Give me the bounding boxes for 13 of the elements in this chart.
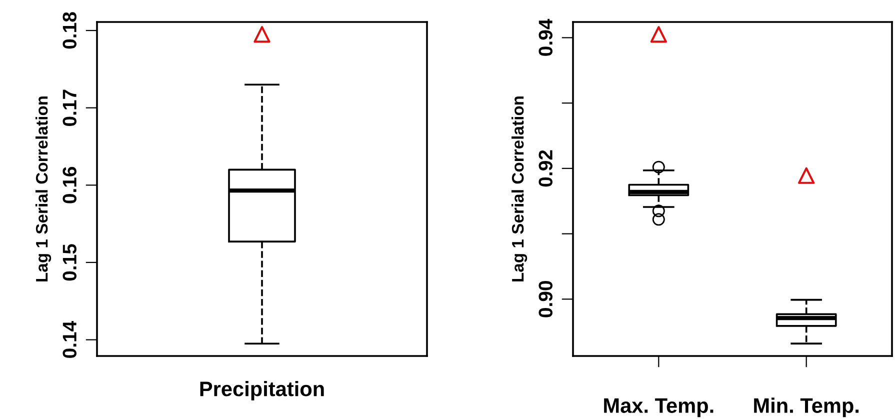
y-tick-label: 0.14 (62, 320, 76, 358)
y-tick-label: 0.17 (62, 90, 76, 126)
x-tick-label: Max. Temp. (604, 398, 714, 418)
y-tick-label: 0.16 (62, 166, 76, 204)
y-tick-label: 0.92 (538, 150, 552, 187)
y-axis-title: Lag 1 Serial Correlation (511, 96, 528, 282)
y-tick-label: 0.15 (62, 244, 76, 281)
y-tick-label: 0.94 (538, 18, 552, 56)
y-axis-title: Lag 1 Serial Correlation (35, 96, 52, 282)
x-tick-label: Precipitation (200, 381, 324, 400)
x-tick-label: Min. Temp. (754, 398, 859, 418)
y-tick-label: 0.90 (538, 281, 552, 318)
y-tick-label: 0.18 (62, 12, 76, 49)
